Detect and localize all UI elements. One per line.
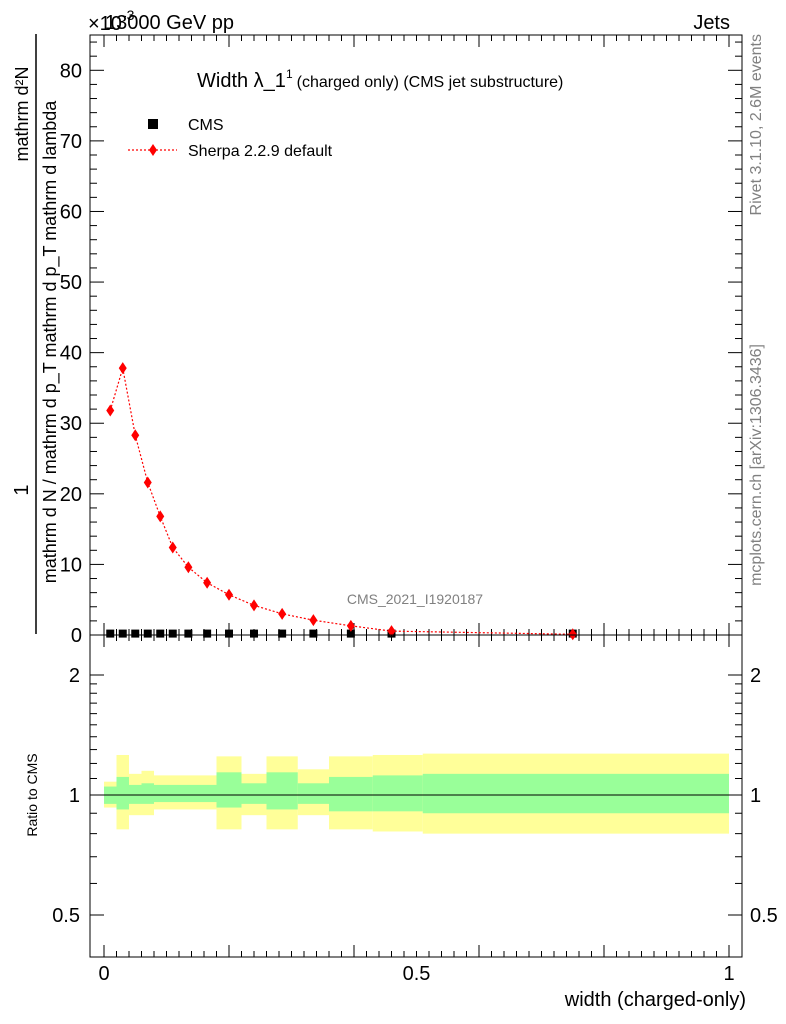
ratio-inner-band [297, 783, 329, 804]
ratio-y-tick-label-right: 1 [750, 785, 761, 807]
cms-point [143, 629, 152, 638]
sherpa-point [250, 599, 258, 612]
ylabel-top: mathrm d²N [12, 66, 32, 161]
sherpa-point [568, 628, 577, 641]
legend-sherpa-marker [149, 144, 157, 156]
ratio-inner-band [266, 772, 298, 810]
sherpa-point [106, 404, 115, 417]
ratio-axes: 0.5 0.5 1 1 2 2 0 0.5 1 [52, 635, 778, 985]
plot-title-sup: 1 [286, 67, 293, 81]
plot-title-rest: (charged only) (CMS jet substructure) [297, 74, 564, 91]
main-ylabel: 1 mathrm d N / mathrm d p_T mathrm d p_T… [11, 34, 61, 634]
sherpa-line [109, 368, 573, 635]
cms-point [184, 629, 193, 638]
rivet-label: Rivet 3.1.10, 2.6M events [748, 34, 765, 215]
sherpa-point [131, 429, 140, 442]
legend-sherpa-label: Sherpa 2.2.9 default [188, 143, 333, 160]
cms-point [250, 629, 258, 638]
ratio-y-tick-label: 0.5 [52, 905, 80, 927]
x-tick-label: 0 [98, 963, 109, 985]
cms-point [309, 629, 318, 638]
sherpa-point [156, 510, 165, 523]
ratio-inner-band [116, 776, 129, 810]
ratio-y-tick-label: 1 [69, 785, 80, 807]
cms-point [278, 629, 287, 638]
cms-point [156, 629, 165, 638]
main-y-tick-label: 20 [60, 484, 82, 506]
legend: CMS Sherpa 2.2.9 default [128, 117, 333, 160]
main-y-tick-label: 0 [71, 625, 82, 647]
cms-point [168, 629, 177, 638]
main-y-tick-label: 70 [60, 131, 82, 153]
ratio-inner-band [422, 773, 729, 814]
ylabel-numerator: 1 [11, 484, 33, 495]
ratio-ylabel: Ratio to CMS [24, 753, 40, 836]
sherpa-point [225, 588, 233, 601]
ratio-y-tick-label-right: 0.5 [750, 905, 778, 927]
sherpa-point [203, 576, 212, 589]
ratio-y-tick-label: 2 [69, 665, 80, 687]
ratio-inner-band [241, 783, 267, 804]
ratio-inner-band [129, 784, 142, 804]
plot-title: Width λ_11 (charged only) (CMS jet substr… [197, 67, 563, 92]
series-layer [106, 362, 577, 641]
sherpa-point [184, 561, 193, 574]
cms-point [118, 629, 127, 638]
energy-label: 13000 GeV pp [105, 12, 234, 34]
cms-point [131, 629, 140, 638]
ratio-y-tick-label-right: 2 [750, 665, 761, 687]
sherpa-point [168, 541, 177, 554]
category-label: Jets [693, 12, 730, 34]
cms-point [346, 629, 355, 638]
x-axis-label: width (charged-only) [564, 989, 746, 1011]
main-y-tick-label: 40 [60, 343, 82, 365]
x-tick-label: 1 [723, 963, 734, 985]
sherpa-point [118, 362, 127, 375]
x-tick-label: 0.5 [403, 963, 431, 985]
legend-cms-marker [148, 119, 158, 129]
ratio-inner-band [329, 776, 373, 812]
main-y-tick-label: 80 [60, 60, 82, 82]
main-y-tick-label: 50 [60, 272, 82, 294]
sherpa-point [387, 625, 396, 638]
ylabel-denominator: mathrm d N / mathrm d p_T mathrm d p_T m… [40, 100, 61, 583]
analysis-watermark: CMS_2021_I1920187 [347, 591, 483, 607]
main-y-tick-label: 60 [60, 201, 82, 223]
sherpa-point [346, 619, 355, 632]
ratio-inner-band [141, 783, 154, 804]
sherpa-point [278, 607, 287, 620]
mcplots-label: mcplots.cern.ch [arXiv:1306.3436] [748, 344, 765, 586]
main-axes: 0 10 20 30 40 50 60 70 80 [60, 35, 742, 647]
plot-title-main: Width λ_1 [197, 70, 286, 92]
ratio-inner-band [154, 784, 217, 803]
sherpa-point [143, 476, 152, 489]
ratio-bands [104, 753, 729, 834]
sherpa-point [309, 614, 318, 627]
ratio-inner-band [216, 772, 242, 808]
cms-point [106, 629, 115, 638]
legend-cms-label: CMS [188, 117, 224, 134]
main-y-tick-label: 30 [60, 413, 82, 435]
main-y-tick-label: 10 [60, 554, 82, 576]
cms-point [203, 629, 212, 638]
cms-point [225, 629, 233, 638]
ratio-inner-band [372, 775, 423, 812]
